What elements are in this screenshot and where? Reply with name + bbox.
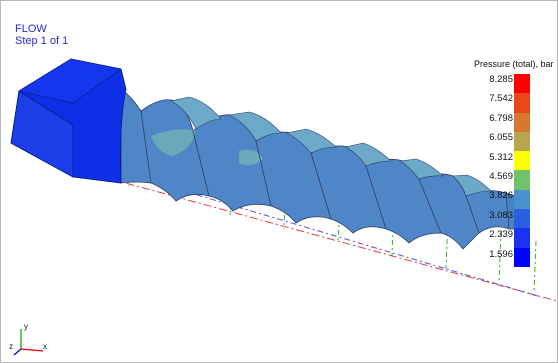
legend-label: 8.285 bbox=[489, 74, 513, 85]
legend-color-cell bbox=[514, 190, 530, 209]
triad-z-label: z bbox=[9, 342, 13, 351]
legend-title: Pressure (total), bar bbox=[474, 59, 554, 69]
legend-color-cell bbox=[514, 248, 530, 267]
legend-label: 6.055 bbox=[489, 132, 513, 143]
legend-label: 5.312 bbox=[489, 152, 513, 163]
legend-label: 4.569 bbox=[489, 171, 513, 182]
legend-label: 1.596 bbox=[489, 249, 513, 260]
legend-label: 3.083 bbox=[489, 210, 513, 221]
triad-z-axis bbox=[14, 349, 21, 355]
legend-color-bar bbox=[514, 74, 530, 267]
triad-y-label: y bbox=[24, 322, 28, 331]
legend-label: 7.542 bbox=[489, 93, 513, 104]
legend-color-cell bbox=[514, 113, 530, 132]
triad-x-label: x bbox=[43, 342, 47, 351]
axis-triad: y x z bbox=[7, 319, 51, 359]
legend-color-cell bbox=[514, 93, 530, 112]
legend-label: 3.826 bbox=[489, 190, 513, 201]
channel-body bbox=[121, 89, 509, 249]
legend-color-cell bbox=[514, 228, 530, 247]
legend-label: 2.339 bbox=[489, 229, 513, 240]
legend-color-cell bbox=[514, 132, 530, 151]
legend-color-cell bbox=[514, 151, 530, 170]
legend-color-cell bbox=[514, 74, 530, 93]
triad-x-axis bbox=[21, 349, 43, 351]
legend-label: 6.798 bbox=[489, 113, 513, 124]
legend-color-cell bbox=[514, 170, 530, 189]
legend-color-cell bbox=[514, 209, 530, 228]
